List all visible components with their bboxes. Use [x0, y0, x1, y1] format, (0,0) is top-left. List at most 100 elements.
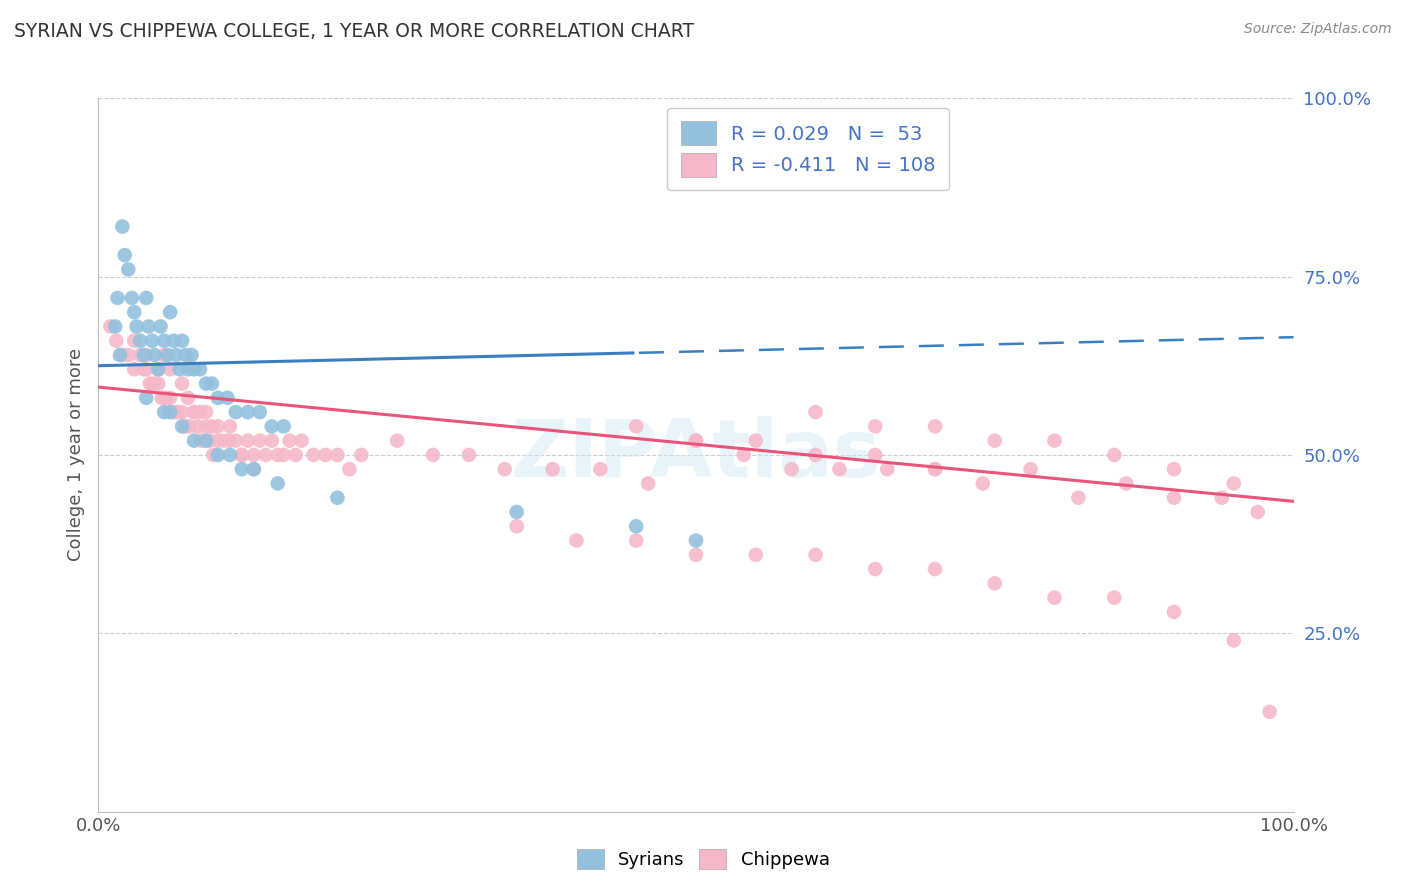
Point	[219, 448, 242, 462]
Point	[804, 448, 827, 462]
Point	[983, 576, 1005, 591]
Point	[105, 334, 128, 348]
Point	[243, 462, 266, 476]
Point	[1115, 476, 1137, 491]
Point	[972, 476, 994, 491]
Point	[172, 405, 194, 419]
Point	[302, 448, 325, 462]
Point	[177, 362, 200, 376]
Point	[1043, 591, 1066, 605]
Point	[129, 334, 152, 348]
Point	[506, 519, 529, 533]
Point	[863, 562, 886, 576]
Point	[124, 334, 146, 348]
Point	[236, 434, 259, 448]
Point	[863, 419, 886, 434]
Point	[337, 462, 360, 476]
Point	[194, 376, 217, 391]
Point	[212, 434, 235, 448]
Point	[290, 434, 312, 448]
Point	[114, 248, 136, 262]
Point	[685, 533, 707, 548]
Point	[1102, 448, 1125, 462]
Point	[422, 448, 444, 462]
Point	[98, 319, 122, 334]
Point	[207, 448, 229, 462]
Point	[124, 362, 146, 376]
Point	[249, 434, 271, 448]
Point	[174, 348, 197, 362]
Point	[1211, 491, 1233, 505]
Point	[207, 419, 229, 434]
Point	[142, 376, 165, 391]
Point	[148, 362, 170, 376]
Point	[624, 419, 647, 434]
Point	[565, 533, 588, 548]
Point	[1163, 491, 1185, 505]
Text: ZIPAtlas: ZIPAtlas	[510, 416, 882, 494]
Point	[385, 434, 409, 448]
Point	[924, 419, 946, 434]
Point	[132, 362, 155, 376]
Point	[148, 362, 170, 376]
Point	[111, 219, 134, 234]
Point	[1163, 605, 1185, 619]
Point	[637, 476, 659, 491]
Point	[219, 434, 242, 448]
Point	[117, 262, 139, 277]
Point	[166, 405, 188, 419]
Point	[183, 362, 205, 376]
Point	[139, 376, 162, 391]
Point	[121, 291, 143, 305]
Point	[159, 391, 181, 405]
Point	[169, 362, 191, 376]
Point	[1246, 505, 1268, 519]
Point	[1067, 491, 1090, 505]
Point	[107, 291, 129, 305]
Point	[202, 448, 225, 462]
Point	[138, 319, 160, 334]
Point	[225, 434, 247, 448]
Point	[326, 491, 349, 505]
Point	[201, 376, 224, 391]
Point	[207, 391, 229, 405]
Point	[117, 348, 139, 362]
Point	[141, 334, 163, 348]
Point	[541, 462, 564, 476]
Point	[1019, 462, 1042, 476]
Point	[624, 533, 647, 548]
Point	[179, 419, 201, 434]
Point	[924, 462, 946, 476]
Point	[163, 334, 186, 348]
Point	[165, 348, 187, 362]
Point	[148, 376, 170, 391]
Point	[183, 434, 205, 448]
Point	[153, 334, 176, 348]
Point	[143, 348, 166, 362]
Point	[685, 434, 707, 448]
Point	[506, 505, 529, 519]
Point	[217, 391, 239, 405]
Point	[219, 419, 242, 434]
Point	[804, 548, 827, 562]
Point	[243, 462, 266, 476]
Point	[780, 462, 803, 476]
Point	[174, 419, 197, 434]
Point	[129, 348, 152, 362]
Point	[745, 548, 768, 562]
Point	[172, 419, 194, 434]
Point	[231, 462, 253, 476]
Point	[624, 519, 647, 533]
Point	[685, 548, 707, 562]
Point	[111, 348, 134, 362]
Point	[159, 362, 181, 376]
Point	[249, 405, 271, 419]
Point	[685, 434, 707, 448]
Text: Source: ZipAtlas.com: Source: ZipAtlas.com	[1244, 22, 1392, 37]
Point	[194, 405, 217, 419]
Point	[225, 405, 247, 419]
Point	[1258, 705, 1281, 719]
Point	[172, 376, 194, 391]
Point	[124, 305, 146, 319]
Point	[159, 305, 181, 319]
